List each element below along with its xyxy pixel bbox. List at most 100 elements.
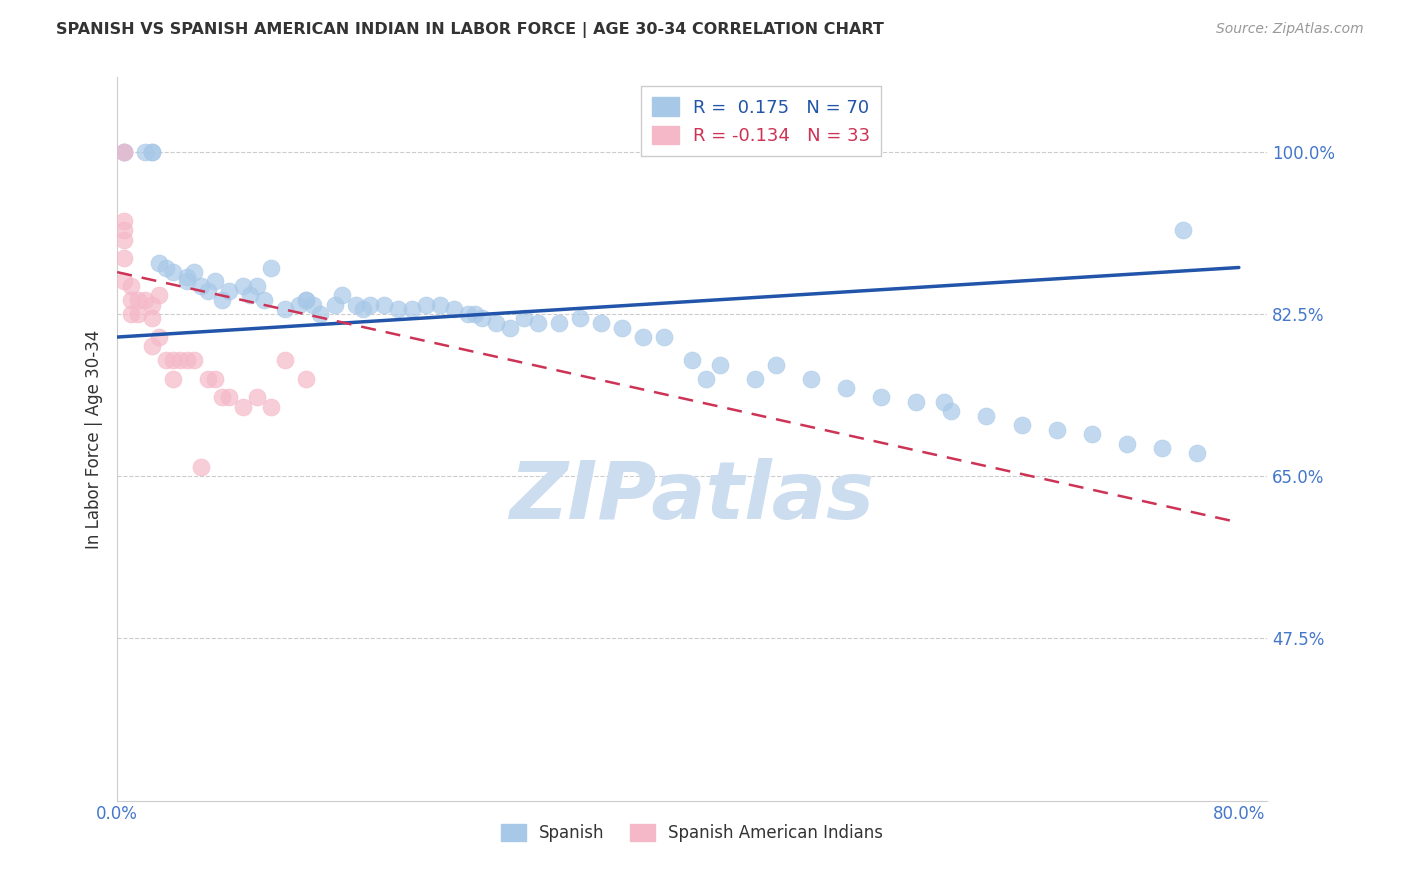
Point [323,297,346,311]
Point [513,311,536,326]
Point [190,459,212,474]
Point [112,145,135,159]
Point [352,302,374,317]
Point [260,260,283,275]
Point [744,372,766,386]
Point [1080,427,1102,442]
Point [183,353,205,368]
Point [709,358,731,372]
Point [905,395,928,409]
Point [589,316,612,330]
Point [631,330,654,344]
Point [681,353,703,368]
Point [141,297,163,311]
Point [211,293,233,307]
Point [246,390,269,404]
Point [239,288,262,302]
Point [218,284,240,298]
Point [295,372,318,386]
Point [547,316,569,330]
Point [197,372,219,386]
Point [190,279,212,293]
Point [162,265,184,279]
Point [765,358,787,372]
Point [141,311,163,326]
Point [429,297,451,311]
Point [934,395,956,409]
Point [155,353,177,368]
Point [120,293,142,307]
Point [800,372,823,386]
Point [695,372,717,386]
Point [112,233,135,247]
Point [134,145,156,159]
Point [162,372,184,386]
Point [527,316,550,330]
Point [169,353,191,368]
Point [120,279,142,293]
Point [610,320,633,334]
Point [568,311,591,326]
Point [176,353,198,368]
Point [443,302,465,317]
Point [162,353,184,368]
Point [141,339,163,353]
Point [359,297,381,311]
Point [1150,442,1173,456]
Point [204,274,226,288]
Point [1171,223,1194,237]
Point [246,279,269,293]
Point [464,307,486,321]
Point [330,288,353,302]
Point [148,288,170,302]
Point [218,390,240,404]
Point [1185,446,1208,460]
Point [148,330,170,344]
Point [274,302,297,317]
Y-axis label: In Labor Force | Age 30-34: In Labor Force | Age 30-34 [86,329,103,549]
Point [253,293,276,307]
Point [295,293,318,307]
Point [127,307,149,321]
Point [141,145,163,159]
Point [112,223,135,237]
Point [387,302,409,317]
Point [232,400,254,414]
Point [652,330,675,344]
Point [401,302,423,317]
Point [302,297,325,311]
Point [112,252,135,266]
Point [232,279,254,293]
Point [176,274,198,288]
Point [134,293,156,307]
Point [1011,418,1033,433]
Point [870,390,893,404]
Point [941,404,963,418]
Point [309,307,332,321]
Point [471,311,494,326]
Point [127,293,149,307]
Point [976,409,998,423]
Point [141,145,163,159]
Point [112,274,135,288]
Point [373,297,395,311]
Point [457,307,479,321]
Point [112,214,135,228]
Point [120,307,142,321]
Point [211,390,233,404]
Point [485,316,508,330]
Point [197,284,219,298]
Text: ZIPatlas: ZIPatlas [509,458,875,536]
Point [835,381,858,395]
Point [155,260,177,275]
Point [112,145,135,159]
Point [183,265,205,279]
Point [1045,423,1067,437]
Point [260,400,283,414]
Point [176,269,198,284]
Point [344,297,367,311]
Point [288,297,311,311]
Point [1115,436,1137,450]
Point [274,353,297,368]
Point [415,297,437,311]
